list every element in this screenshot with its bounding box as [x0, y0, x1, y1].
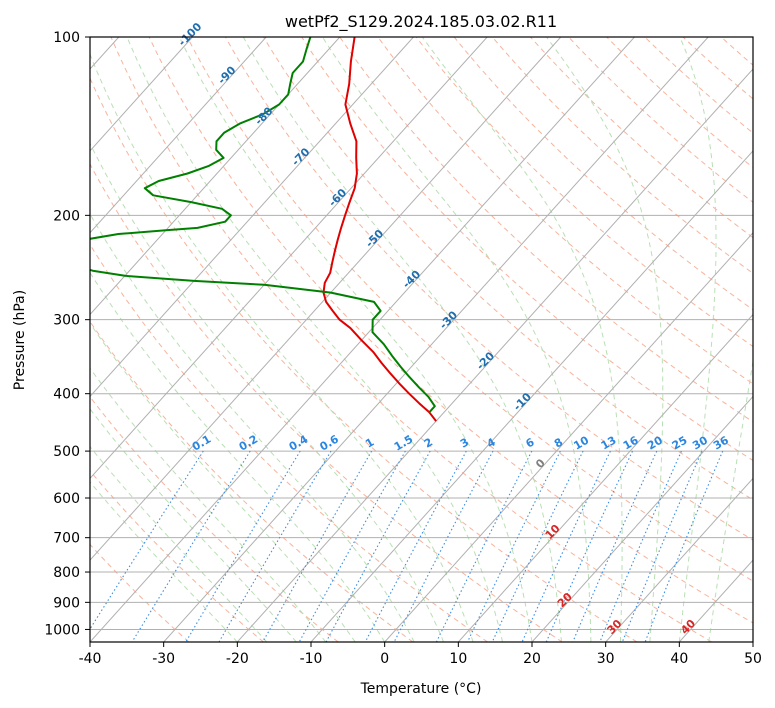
mixing-ratio-line [325, 450, 431, 642]
y-tick-label: 600 [53, 491, 80, 507]
x-tick-label: 0 [380, 651, 389, 667]
mixing-ratio-lines [90, 450, 724, 642]
dry-adiabat-line [759, 37, 775, 642]
isotherm-line [90, 37, 635, 642]
moist-adiabat-line [242, 37, 562, 642]
x-tick-label: 30 [597, 651, 615, 667]
mixing-ratio-line [364, 450, 467, 642]
isotherm-line [605, 477, 753, 642]
isotherm-line [90, 37, 562, 561]
mixing-ratio-line [435, 450, 533, 642]
y-tick-label: 900 [53, 595, 80, 611]
axes: -40 -30 -20 -10 0 10 20 30 40 50 1000 900 800 700 600 5… [44, 30, 762, 667]
moist-adiabat-line [90, 271, 386, 642]
dry-adiabat-line [110, 37, 712, 642]
moist-adiabat-line [90, 445, 268, 642]
dry-adiabat-line [339, 37, 753, 423]
isotherm-line [457, 313, 753, 642]
profile-series [90, 37, 437, 422]
dry-adiabat-line [90, 76, 638, 642]
mixing-ratio-line [262, 450, 373, 642]
dry-adiabat-line [491, 37, 753, 274]
dry-adiabat-line [224, 37, 753, 541]
x-tick-label: -20 [226, 651, 249, 667]
moist-adiabat-line [90, 408, 297, 642]
isotherm-line [752, 641, 753, 642]
x-tick-label: 20 [523, 651, 541, 667]
mixing-ratio-line [521, 450, 611, 642]
dewpoint-profile-line [90, 37, 436, 413]
dry-adiabat-line [530, 37, 753, 239]
moist-adiabat-line [178, 37, 533, 642]
isotherm-line [90, 37, 341, 316]
moist-adiabat-line [90, 52, 474, 642]
moist-adiabat-line [90, 481, 238, 642]
y-tick-label: 400 [53, 387, 80, 403]
isotherm-line [236, 68, 753, 642]
moist-adiabat-line [322, 37, 592, 642]
dry-adiabat-line [263, 37, 753, 501]
moist-adiabat-line [90, 367, 327, 642]
y-axis-label: Pressure (hPa) [12, 290, 28, 390]
mixing-ratio-line [491, 450, 584, 642]
x-tick-label: -10 [300, 651, 323, 667]
y-tick-label: 1000 [44, 622, 80, 638]
moist-adiabat-line [546, 37, 664, 642]
dry-adiabat-line [453, 37, 753, 311]
x-tick-label: -40 [79, 651, 102, 667]
isotherm-line [90, 37, 414, 398]
dry-adiabat-line [186, 37, 753, 582]
plot-background [90, 37, 753, 642]
dry-adiabat-line [90, 243, 488, 642]
moist-adiabat-line [90, 142, 445, 642]
isotherm-line [163, 37, 709, 642]
dry-adiabat-line [415, 37, 753, 348]
plot-frame [89, 36, 754, 643]
x-tick-label: 40 [670, 651, 688, 667]
moist-adiabat-line [708, 358, 753, 642]
mixing-ratio-line [467, 450, 561, 642]
dry-adiabat-line [90, 396, 339, 642]
y-tick-label: 200 [53, 208, 80, 224]
y-tick-label: 800 [53, 565, 80, 581]
dry-adiabat-line [148, 37, 753, 624]
isotherm-line [90, 37, 267, 234]
isotherm-line [310, 150, 753, 642]
grid-lines [90, 37, 753, 642]
mixing-ratio-line [621, 450, 703, 642]
y-tick-label: 700 [53, 531, 80, 547]
y-tick-label: 500 [53, 444, 80, 460]
mixing-ratio-line [298, 450, 406, 642]
isotherm-line [90, 37, 193, 152]
x-tick-label: 50 [744, 651, 762, 667]
y-tick-label: 300 [53, 313, 80, 329]
temperature-profile-line [322, 37, 437, 422]
x-axis-label: Temperature (°C) [360, 681, 482, 697]
moist-adiabat-line [678, 37, 717, 642]
mixing-ratio-line [131, 450, 251, 642]
dry-adiabat-line [90, 163, 563, 642]
x-tick-label: -30 [152, 651, 175, 667]
mixing-ratio-line [545, 450, 633, 642]
isotherm-line [90, 37, 488, 480]
dry-adiabat-line [90, 320, 414, 642]
mixing-ratio-line [393, 450, 494, 642]
dry-adiabat-line [377, 37, 753, 385]
moist-adiabat-line [421, 37, 623, 642]
x-tick-label: 10 [449, 651, 467, 667]
y-tick-label: 100 [53, 30, 80, 46]
isotherm-line [531, 395, 753, 642]
mixing-ratio-line [644, 450, 724, 642]
chart-title: wetPf2_S129.2024.185.03.02.R11 [285, 12, 557, 32]
isotherm-line [384, 232, 753, 642]
